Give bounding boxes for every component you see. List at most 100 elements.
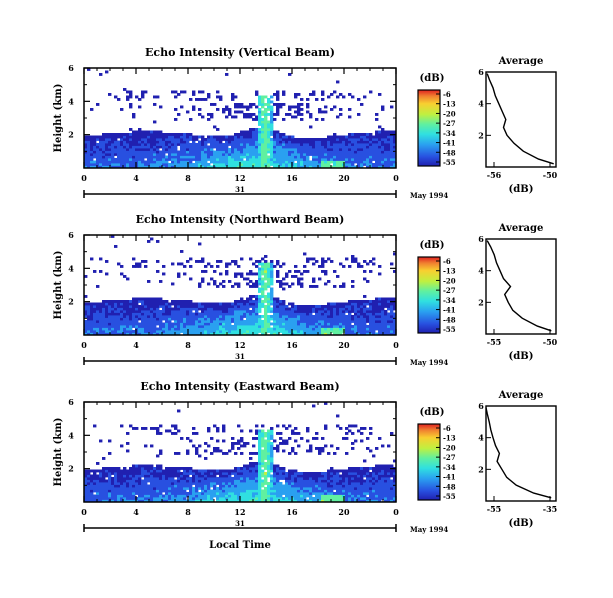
echo-cell (375, 140, 379, 144)
echo-cell (243, 302, 247, 306)
echo-cell (207, 312, 211, 316)
echo-cell (108, 469, 112, 473)
echo-cell (120, 310, 124, 313)
echo-cell (273, 145, 277, 149)
echo-cell (144, 320, 148, 323)
echo-cell (111, 327, 115, 331)
echo-cell (264, 434, 268, 438)
echo-cell (159, 280, 163, 283)
echo-cell (120, 330, 124, 333)
echo-cell (291, 479, 295, 483)
echo-cell (93, 330, 97, 333)
echo-cell (87, 317, 91, 321)
echo-cell (156, 260, 160, 263)
echo-cell (102, 467, 106, 470)
echo-cell (258, 267, 262, 271)
echo-cell (267, 484, 271, 488)
echo-cell (270, 429, 274, 433)
echo-cell (153, 163, 157, 166)
echo-cell (282, 442, 286, 445)
echo-cell (132, 317, 136, 321)
echo-cell (246, 272, 250, 276)
echo-cell (222, 150, 226, 154)
echo-cell (99, 73, 103, 76)
echo-cell (123, 479, 127, 483)
echo-cell (174, 492, 178, 495)
echo-cell (267, 140, 271, 144)
echo-cell (96, 469, 100, 473)
echo-cell (363, 148, 367, 151)
echo-cell (258, 479, 262, 483)
echo-cell (162, 307, 166, 311)
echo-cell (285, 165, 289, 169)
echo-cell (345, 160, 349, 164)
echo-cell (141, 469, 145, 473)
echo-cell (117, 163, 121, 166)
echo-cell (249, 317, 253, 321)
echo-cell (135, 135, 139, 139)
echo-cell (294, 153, 298, 156)
echo-cell (324, 497, 328, 500)
echo-cell (240, 489, 244, 493)
echo-cell (363, 158, 367, 161)
echo-cell (243, 444, 247, 448)
echo-cell (84, 499, 88, 503)
echo-cell (189, 133, 193, 136)
echo-cell (174, 165, 178, 169)
echo-cell (126, 499, 130, 503)
echo-cell (267, 277, 271, 281)
echo-cell (237, 163, 241, 166)
echo-cell (207, 482, 211, 485)
echo-cell (330, 330, 334, 333)
echo-cell (192, 497, 196, 500)
echo-cell (156, 315, 160, 318)
echo-cell (270, 150, 274, 154)
echo-cell (141, 95, 145, 99)
echo-cell (369, 300, 373, 303)
echo-cell (204, 265, 208, 268)
echo-cell (174, 474, 178, 478)
echo-cell (96, 160, 100, 164)
echo-cell (321, 160, 325, 164)
echo-cell (123, 138, 127, 141)
echo-cell (237, 138, 241, 141)
echo-cell (186, 300, 190, 303)
echo-cell (114, 474, 118, 478)
echo-cell (282, 158, 286, 161)
echo-cell (225, 489, 229, 493)
echo-cell (252, 138, 256, 141)
echo-cell (87, 477, 91, 480)
echo-cell (264, 153, 268, 156)
echo-cell (270, 315, 274, 318)
echo-cell (240, 330, 244, 333)
echo-cell (123, 312, 127, 316)
echo-cell (330, 325, 334, 328)
echo-cell (327, 489, 331, 493)
echo-cell (249, 315, 253, 318)
echo-cell (318, 332, 322, 336)
echo-cell (270, 105, 274, 109)
echo-cell (165, 479, 169, 483)
echo-cell (276, 322, 280, 326)
echo-cell (270, 484, 274, 488)
echo-cell (327, 497, 331, 500)
echo-cell (315, 499, 319, 503)
echo-cell (378, 158, 382, 161)
echo-cell (390, 138, 394, 141)
echo-cell (258, 437, 262, 440)
echo-cell (318, 265, 322, 268)
echo-cell (324, 140, 328, 144)
echo-cell (258, 462, 262, 465)
echo-cell (213, 447, 217, 450)
echo-cell (261, 322, 265, 326)
echo-cell (270, 292, 274, 296)
echo-cell (186, 145, 190, 149)
echo-cell (360, 133, 364, 136)
echo-cell (141, 158, 145, 161)
echo-cell (336, 497, 340, 500)
echo-cell (132, 113, 136, 116)
echo-cell (186, 477, 190, 480)
echo-cell (378, 332, 382, 336)
echo-cell (315, 163, 319, 166)
echo-cell (117, 160, 121, 164)
